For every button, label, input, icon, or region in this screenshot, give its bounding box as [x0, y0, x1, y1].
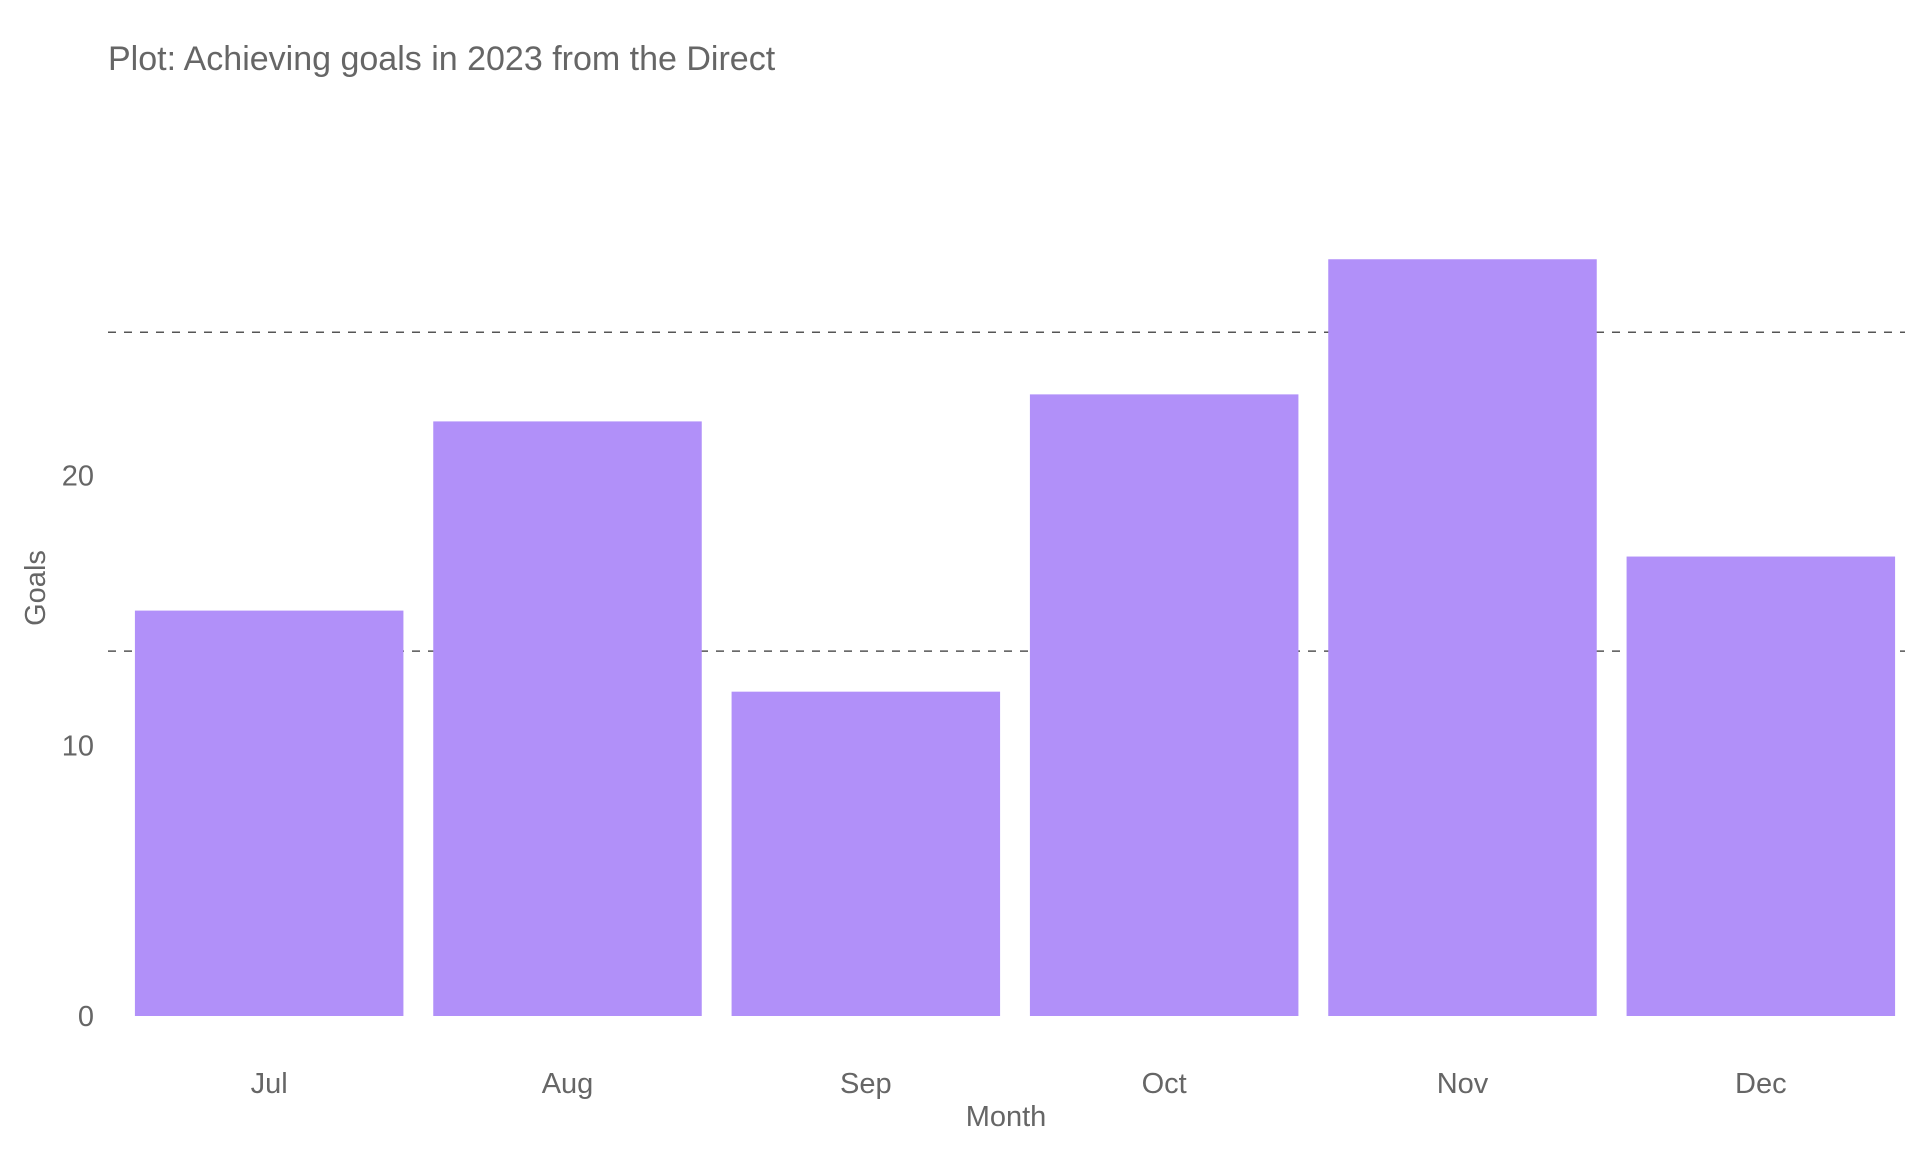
bar-aug — [433, 421, 702, 1016]
reference-lines — [108, 331, 1905, 652]
x-tick-label-jul: Jul — [251, 1068, 288, 1100]
x-axis-ticks: Jul Aug Sep Oct Nov Dec — [251, 1068, 1787, 1100]
bar-sep — [731, 691, 1001, 1016]
y-axis-ticks: 0 10 20 — [62, 460, 94, 1033]
x-tick-label-dec: Dec — [1735, 1068, 1787, 1100]
x-tick-label-aug: Aug — [542, 1068, 594, 1100]
y-tick-label-0: 0 — [78, 1001, 94, 1033]
y-tick-label-10: 10 — [62, 731, 94, 763]
bar-dec — [1626, 556, 1896, 1016]
bars — [134, 259, 1896, 1016]
y-tick-label-20: 20 — [62, 460, 94, 492]
chart-title: Plot: Achieving goals in 2023 from the D… — [108, 40, 776, 78]
x-tick-label-oct: Oct — [1142, 1068, 1187, 1100]
bar-oct — [1029, 394, 1299, 1016]
x-tick-label-nov: Nov — [1437, 1068, 1489, 1100]
y-axis-label: Goals — [20, 550, 52, 626]
x-tick-label-sep: Sep — [840, 1068, 892, 1100]
x-axis-label: Month — [966, 1101, 1047, 1133]
bar-nov — [1328, 259, 1597, 1016]
bar-jul — [134, 610, 404, 1016]
